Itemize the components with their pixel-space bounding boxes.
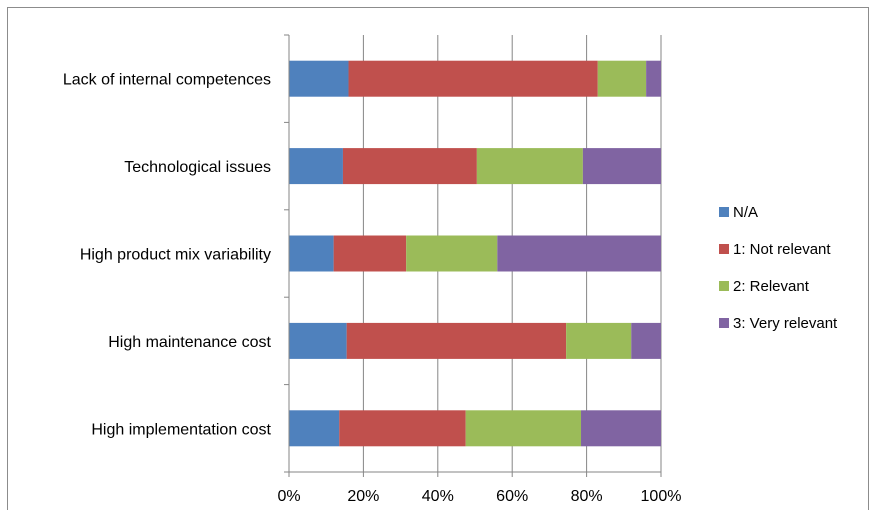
axes <box>284 34 662 477</box>
x-tick-label: 80% <box>571 488 603 505</box>
legend-swatch <box>719 281 729 291</box>
bar-4-3 <box>497 235 661 272</box>
bar-3-1 <box>597 60 647 97</box>
bar-3-4 <box>566 322 632 359</box>
legend-label: 3: Very relevant <box>733 315 838 332</box>
bar-2-2 <box>342 148 477 185</box>
bar-2-5 <box>339 410 466 447</box>
category-labels: Lack of internal competences Technologica… <box>63 72 272 439</box>
legend-swatch <box>719 318 729 328</box>
bar-4-2 <box>582 148 661 185</box>
x-tick-label: 60% <box>496 488 528 505</box>
bar-3-5 <box>465 410 582 447</box>
x-tick-label: 40% <box>422 488 454 505</box>
x-tick-label: 0% <box>277 488 300 505</box>
bar-1-3 <box>289 235 334 272</box>
bar-4-4 <box>631 322 661 359</box>
bar-4-5 <box>581 410 661 447</box>
x-tick-label: 100% <box>641 488 682 505</box>
legend: N/A 1: Not relevant 2: Relevant 3: Very rel… <box>719 204 838 332</box>
category-label: High maintenance cost <box>108 334 271 351</box>
legend-label: 2: Relevant <box>733 278 810 295</box>
legend-label: 1: Not relevant <box>733 241 831 258</box>
bar-2-3 <box>333 235 407 272</box>
legend-label: N/A <box>733 204 758 221</box>
bar-4-1 <box>646 60 661 97</box>
bar-3-2 <box>476 148 583 185</box>
x-tick-label: 20% <box>347 488 379 505</box>
bar-3-3 <box>406 235 498 272</box>
x-tick-labels: 0% 20% 40% 60% 80% 100% <box>277 488 681 505</box>
bar-1-1 <box>289 60 349 97</box>
legend-swatch <box>719 244 729 254</box>
bar-1-5 <box>289 410 340 447</box>
bar-1-4 <box>289 322 347 359</box>
bar-1-2 <box>289 148 343 185</box>
bar-2-1 <box>348 60 598 97</box>
bar-2-4 <box>346 322 567 359</box>
category-label: Technological issues <box>124 159 271 176</box>
category-label: High product mix variability <box>80 247 271 264</box>
category-label: Lack of internal competences <box>63 72 271 89</box>
category-label: High implementation cost <box>91 421 271 438</box>
bars <box>289 60 661 447</box>
legend-swatch <box>719 207 729 217</box>
